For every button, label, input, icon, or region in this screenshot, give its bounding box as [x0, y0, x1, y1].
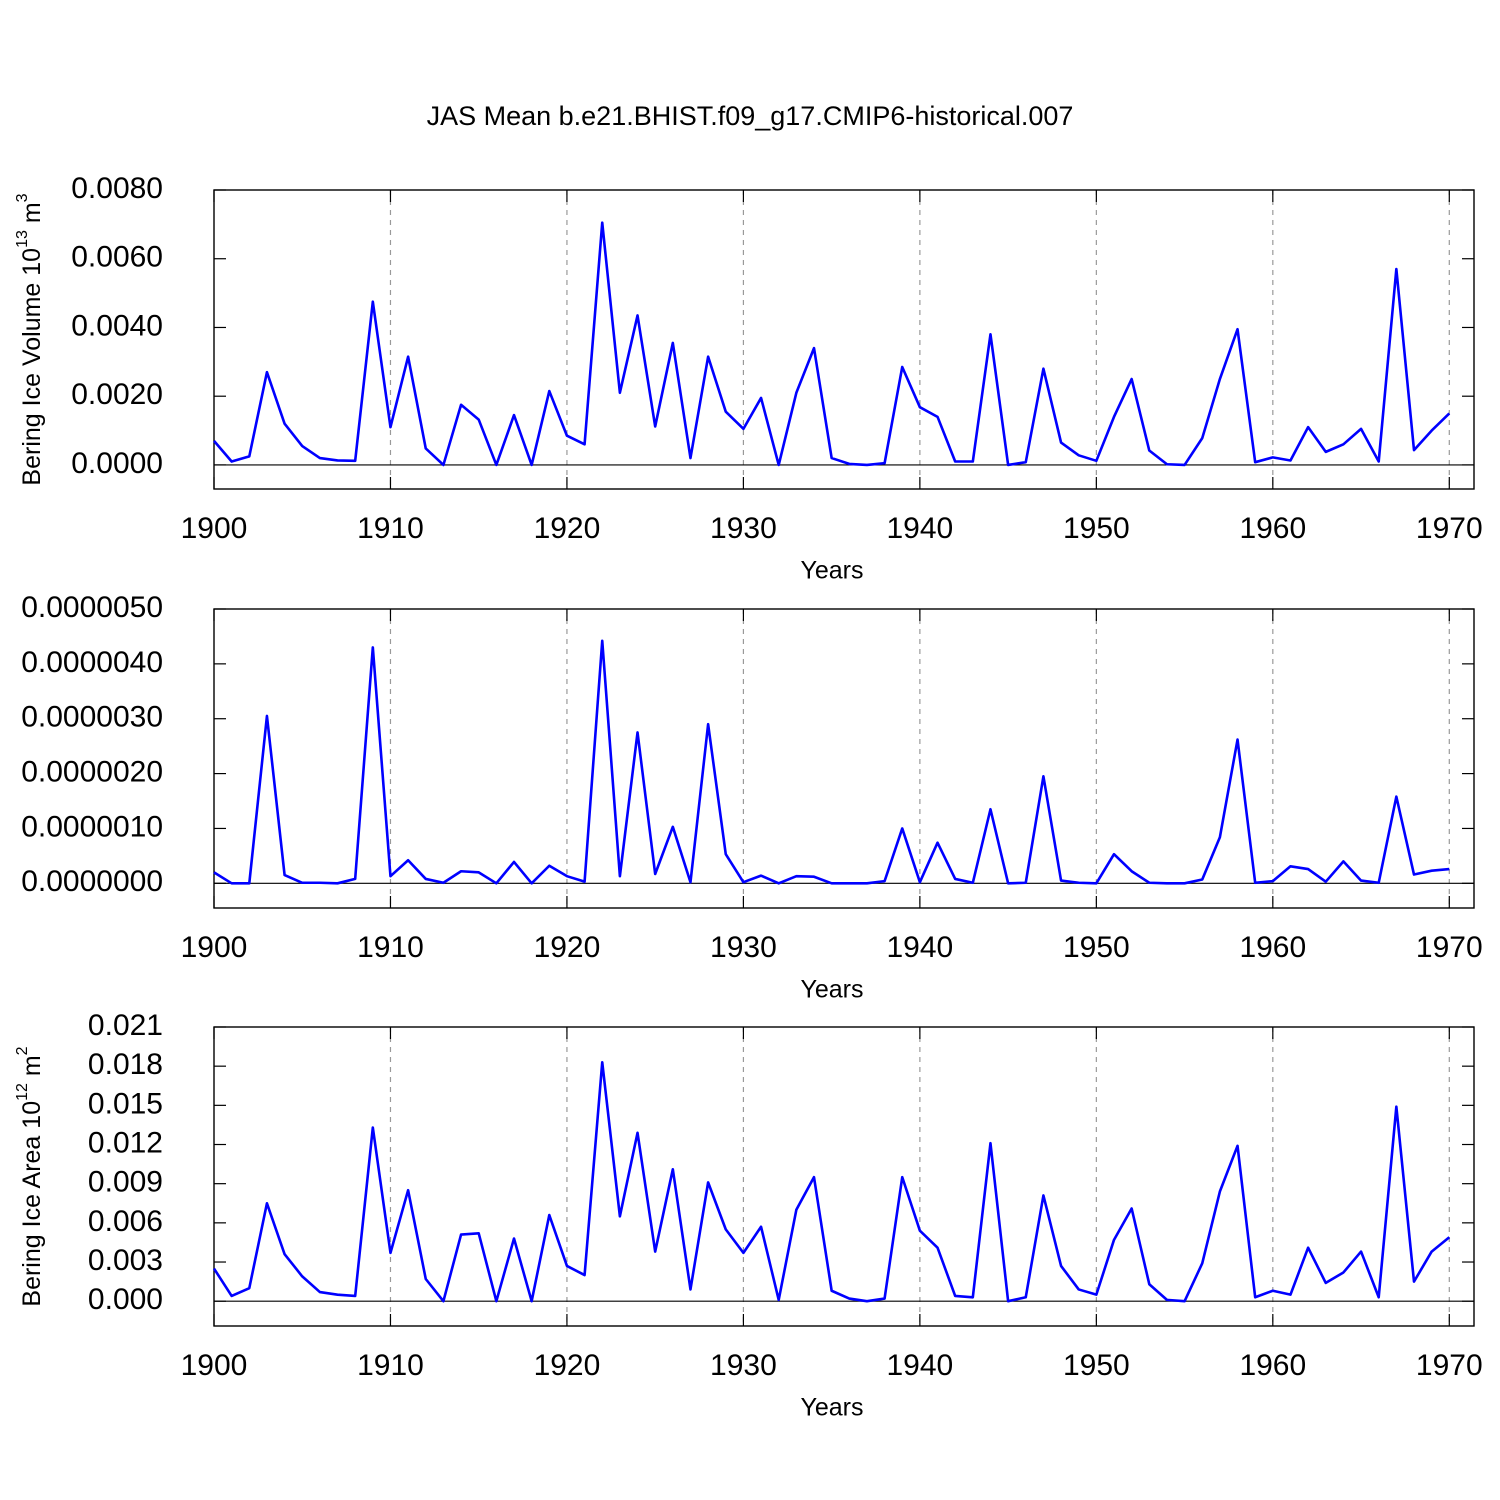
- y-axis-label-exponent: 13: [14, 230, 31, 248]
- x-axis-label: Years: [800, 1394, 863, 1422]
- x-tick-label: 1900: [181, 1349, 248, 1382]
- y-tick-label: 0.0000050: [21, 591, 163, 624]
- y-axis-label-text: Bering Ice Area 10: [18, 1101, 46, 1307]
- y-axis-label-text: m: [18, 202, 46, 230]
- plot-frame: [213, 608, 1475, 909]
- chart-title: JAS Mean b.e21.BHIST.f09_g17.CMIP6-histo…: [427, 101, 1074, 131]
- y-tick-label: 0.0020: [71, 378, 163, 411]
- y-axis-label: Bering Ice Volume 1013 m3: [14, 193, 45, 485]
- x-tick-label: 1970: [1416, 1349, 1483, 1382]
- x-tick-label: 1910: [357, 512, 424, 545]
- data-line: [212, 1060, 1451, 1303]
- y-tick-label: 0.0080: [71, 172, 163, 205]
- y-tick-label: 0.003: [88, 1244, 163, 1277]
- x-tick-label: 1960: [1239, 1349, 1306, 1382]
- y-axis-label-exponent: 3: [14, 193, 31, 202]
- y-tick-label: 0.0000020: [21, 756, 163, 789]
- y-tick-label: 0.0000030: [21, 701, 163, 734]
- y-tick-label: 0.0000040: [21, 646, 163, 679]
- y-tick-label: 0.015: [88, 1087, 163, 1120]
- y-tick-label: 0.018: [88, 1048, 163, 1081]
- y-tick-label: 0.021: [88, 1009, 163, 1042]
- y-tick-label: 0.0000000: [21, 865, 163, 898]
- plot-frame: [213, 189, 1475, 490]
- x-tick-label: 1960: [1239, 512, 1306, 545]
- x-tick-label: 1950: [1063, 512, 1130, 545]
- y-tick-label: 0.009: [88, 1166, 163, 1199]
- y-tick-label: 0.000: [88, 1283, 163, 1316]
- x-tick-label: 1910: [357, 931, 424, 964]
- x-tick-label: 1930: [710, 931, 777, 964]
- x-tick-label: 1930: [710, 1349, 777, 1382]
- data-line: [213, 639, 1450, 885]
- x-tick-label: 1900: [181, 931, 248, 964]
- x-axis-label: Years: [800, 976, 863, 1004]
- x-tick-label: 1940: [887, 1349, 954, 1382]
- x-tick-label: 1920: [534, 1349, 601, 1382]
- y-axis-label-text: m: [18, 1055, 46, 1083]
- y-tick-label: 0.0000010: [21, 810, 163, 843]
- x-tick-label: 1970: [1416, 512, 1483, 545]
- x-tick-label: 1900: [181, 512, 248, 545]
- x-tick-label: 1950: [1063, 931, 1130, 964]
- y-axis-label-text: Bering Ice Volume 10: [18, 248, 46, 486]
- x-tick-label: 1920: [534, 512, 601, 545]
- plot-frame: [213, 1026, 1475, 1327]
- x-tick-label: 1970: [1416, 931, 1483, 964]
- x-tick-label: 1920: [534, 931, 601, 964]
- x-tick-label: 1940: [887, 931, 954, 964]
- y-tick-label: 0.012: [88, 1126, 163, 1159]
- x-tick-label: 1930: [710, 512, 777, 545]
- y-axis-label-exponent: 2: [14, 1046, 31, 1055]
- y-axis-label-exponent: 12: [14, 1083, 31, 1101]
- y-tick-label: 0.0000: [71, 447, 163, 480]
- y-tick-label: 0.0060: [71, 241, 163, 274]
- x-tick-label: 1940: [887, 512, 954, 545]
- y-tick-label: 0.006: [88, 1205, 163, 1238]
- data-line: [213, 221, 1451, 467]
- y-axis-label: Bering Ice Area 1012 m2: [14, 1046, 45, 1306]
- y-tick-label: 0.0040: [71, 309, 163, 342]
- x-tick-label: 1910: [357, 1349, 424, 1382]
- x-tick-label: 1950: [1063, 1349, 1130, 1382]
- x-tick-label: 1960: [1239, 931, 1306, 964]
- x-axis-label: Years: [800, 557, 863, 585]
